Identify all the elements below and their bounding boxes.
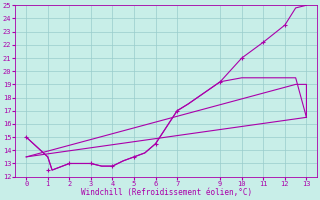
X-axis label: Windchill (Refroidissement éolien,°C): Windchill (Refroidissement éolien,°C) xyxy=(81,188,252,197)
